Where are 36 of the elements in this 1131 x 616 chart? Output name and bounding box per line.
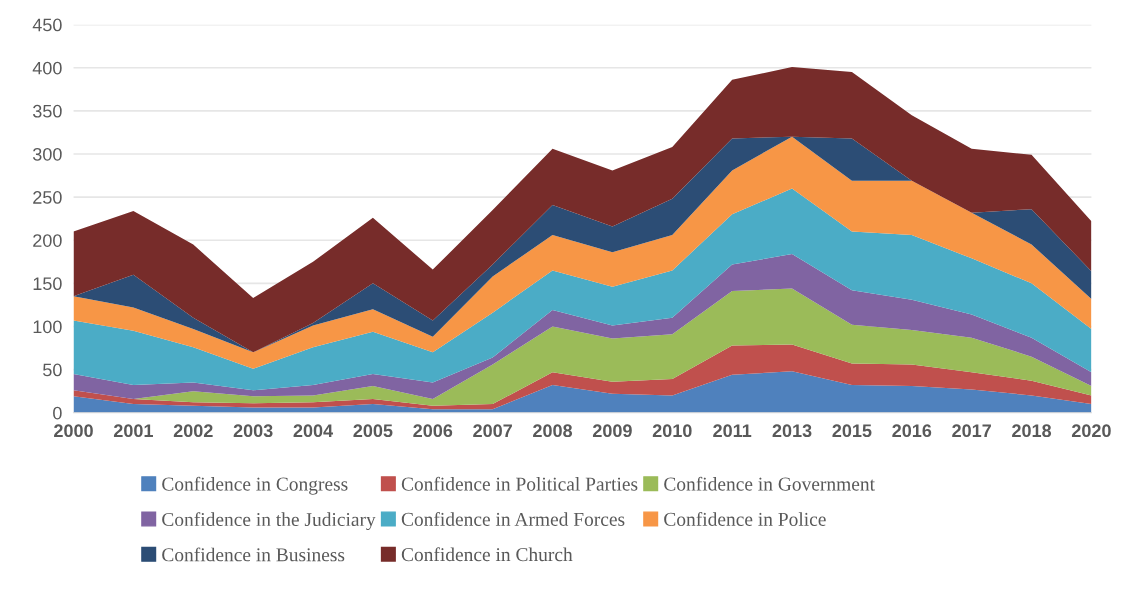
x-tick-label: 2007 (473, 424, 512, 438)
x-tick-label: 2005 (353, 424, 393, 438)
legend-label: Confidence in Business (162, 547, 345, 562)
x-tick-label: 2010 (652, 424, 692, 438)
legend-label: Confidence in the Judiciary (162, 512, 376, 531)
y-tick-label: 100 (33, 320, 62, 334)
legend-label: Confidence in Government (664, 476, 875, 491)
legend-label: Confidence in Church (401, 547, 573, 562)
x-tick-label: 2002 (173, 424, 213, 438)
x-tick-label: 2018 (1012, 424, 1052, 438)
x-tick-label: 2008 (533, 424, 573, 438)
x-tick-label: 2013 (772, 424, 812, 438)
x-tick-label: 2006 (413, 424, 453, 438)
x-tick-label: 2001 (113, 424, 153, 438)
x-tick-label: 2015 (832, 424, 872, 438)
y-tick-label: 300 (32, 147, 62, 161)
legend-label: Confidence in Congress (162, 476, 348, 495)
x-tick-label: 2020 (1071, 424, 1111, 438)
x-tick-label: 2004 (293, 424, 334, 438)
y-tick-label: 250 (33, 191, 62, 204)
y-tick-label: 0 (53, 406, 62, 420)
legend-label: Confidence in Political Parties (401, 476, 638, 491)
legend-label: Confidence in Police (664, 512, 826, 526)
x-tick-label: 2016 (892, 424, 932, 438)
legend-label: Confidence in Armed Forces (401, 512, 625, 526)
y-tick-label: 150 (33, 277, 62, 291)
y-tick-label: 400 (32, 61, 62, 75)
x-tick-label: 2003 (233, 424, 273, 438)
y-tick-label: 350 (32, 104, 62, 118)
x-tick-label: 2011 (713, 424, 752, 438)
x-tick-label: 2000 (54, 424, 93, 438)
y-tick-label: 450 (32, 18, 62, 32)
x-tick-label: 2017 (952, 424, 991, 438)
y-tick-label: 200 (33, 234, 62, 247)
x-tick-label: 2009 (592, 424, 632, 438)
y-tick-label: 50 (43, 363, 62, 377)
